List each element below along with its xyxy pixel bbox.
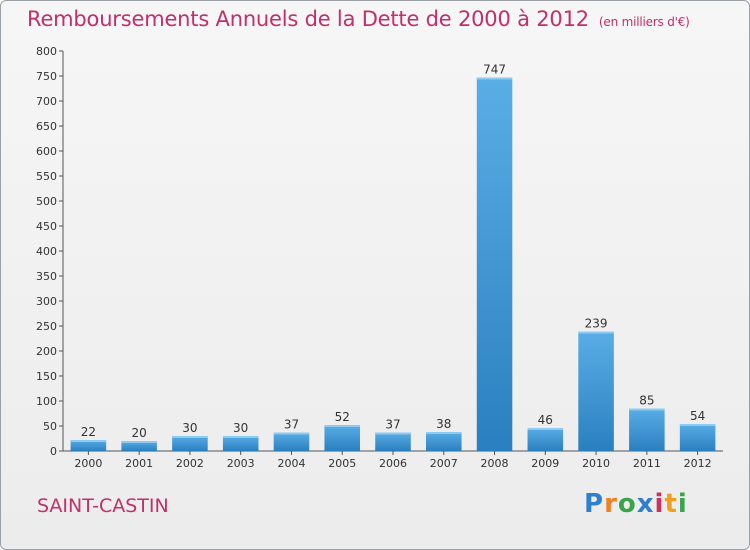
data-label: 46 xyxy=(538,413,553,427)
bar-highlight xyxy=(629,408,665,411)
x-tick-label: 2005 xyxy=(328,457,356,470)
y-tick-label: 400 xyxy=(36,245,57,258)
bar xyxy=(222,436,259,451)
chart-title-text: Remboursements Annuels de la Dette de 20… xyxy=(27,7,589,31)
bar-chart: 0 50 100 150 200 250 300 350 400 450 500 550 600 650 7… xyxy=(36,45,723,470)
y-tick-label: 700 xyxy=(36,95,57,108)
x-tick-label: 2008 xyxy=(481,457,509,470)
bar-highlight xyxy=(172,436,208,438)
x-tick-label: 2006 xyxy=(379,457,407,470)
y-tick-label: 650 xyxy=(36,120,57,133)
y-tick-label: 0 xyxy=(50,445,57,458)
x-tick-label: 2004 xyxy=(277,457,305,470)
y-tick-label: 200 xyxy=(36,345,57,358)
data-label: 52 xyxy=(335,410,350,424)
data-label: 37 xyxy=(385,418,400,432)
data-label: 54 xyxy=(690,409,705,423)
bar-highlight xyxy=(578,331,614,334)
bar-highlight xyxy=(426,432,462,434)
logo-letter: P xyxy=(584,489,605,519)
bar xyxy=(121,441,157,451)
logo-letter: t xyxy=(664,489,678,519)
bar xyxy=(476,77,513,451)
y-tick-label: 750 xyxy=(36,70,57,83)
bar-highlight xyxy=(375,432,411,435)
bar-highlight xyxy=(476,77,513,80)
bar xyxy=(70,440,107,451)
logo-letter: r xyxy=(604,489,618,519)
y-tick-label: 100 xyxy=(36,395,57,408)
logo-letter: i xyxy=(654,489,665,519)
bar-highlight xyxy=(70,440,107,442)
x-tick-label: 2002 xyxy=(176,457,204,470)
data-label: 30 xyxy=(182,421,197,435)
logo-letter: o xyxy=(617,489,637,519)
logo-letter: x xyxy=(636,489,655,519)
data-label: 747 xyxy=(483,63,506,77)
y-tick-label: 800 xyxy=(36,45,57,58)
y-tick-label: 600 xyxy=(36,145,57,158)
x-tick-label: 2010 xyxy=(582,457,610,470)
data-label: 37 xyxy=(284,418,299,432)
data-label: 30 xyxy=(233,421,248,435)
data-label: 22 xyxy=(81,425,96,439)
chart-bars: 22 20 30 30 37 52 37 38 747 46 239 85 54 xyxy=(70,63,716,451)
y-tick-label: 500 xyxy=(36,195,57,208)
y-tick-label: 250 xyxy=(36,320,57,333)
y-tick-label: 350 xyxy=(36,270,57,283)
data-label: 38 xyxy=(436,417,451,431)
data-label: 85 xyxy=(639,394,654,408)
proxiti-logo: Proxiti xyxy=(584,489,688,519)
y-tick-label: 150 xyxy=(36,370,57,383)
x-tick-label: 2011 xyxy=(633,457,661,470)
x-tick-label: 2012 xyxy=(684,457,712,470)
x-tick-label: 2007 xyxy=(430,457,458,470)
data-label: 20 xyxy=(132,426,147,440)
bar xyxy=(172,436,208,451)
bar xyxy=(324,425,360,451)
data-label: 239 xyxy=(585,317,608,331)
bar xyxy=(679,424,716,451)
bar xyxy=(527,428,564,451)
x-tick-label: 2000 xyxy=(74,457,102,470)
bar-highlight xyxy=(679,424,716,426)
bar-highlight xyxy=(121,441,157,443)
y-tick-label: 450 xyxy=(36,220,57,233)
bar-highlight xyxy=(527,428,564,430)
bar xyxy=(375,432,411,451)
x-tick-label: 2009 xyxy=(531,457,559,470)
bar xyxy=(629,408,665,451)
bar-highlight xyxy=(324,425,360,427)
x-tick-label: 2001 xyxy=(125,457,153,470)
chart-unit-text: (en milliers d'€) xyxy=(598,15,690,29)
bar xyxy=(578,331,614,451)
y-tick-label: 300 xyxy=(36,295,57,308)
bar xyxy=(426,432,462,451)
chart-axes: 0 50 100 150 200 250 300 350 400 450 500 550 600 650 7… xyxy=(36,45,723,470)
bar-highlight xyxy=(273,432,310,435)
y-tick-label: 50 xyxy=(43,420,57,433)
x-tick-label: 2003 xyxy=(227,457,255,470)
y-tick-label: 550 xyxy=(36,170,57,183)
bar-highlight xyxy=(222,436,259,438)
chart-title: Remboursements Annuels de la Dette de 20… xyxy=(27,7,690,31)
commune-name: SAINT-CASTIN xyxy=(37,495,169,517)
logo-letter: i xyxy=(677,489,688,519)
bar xyxy=(273,432,310,451)
